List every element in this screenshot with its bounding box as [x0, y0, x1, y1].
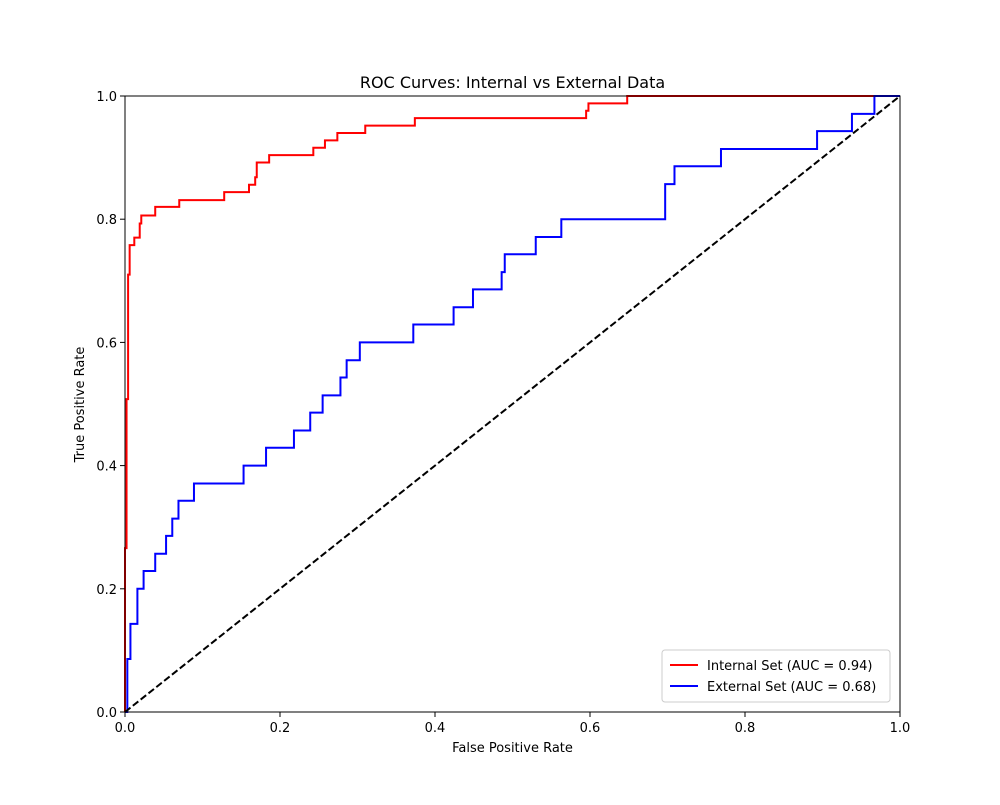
x-tick-label: 0.6 [580, 721, 601, 736]
x-axis-label: False Positive Rate [452, 741, 573, 756]
x-tick-label: 0.8 [735, 721, 756, 736]
series-line-external [125, 95, 900, 713]
chance-diagonal-line [124, 95, 901, 713]
chart-title: ROC Curves: Internal vs External Data [360, 73, 665, 92]
y-tick-label: 0.4 [96, 460, 117, 475]
x-axis-ticks: 0.0 0.2 0.4 0.6 0.8 1.0 [115, 712, 911, 736]
series-group [124, 95, 901, 713]
series-line-internal [124, 95, 900, 712]
x-tick-label: 0.4 [425, 721, 446, 736]
x-tick-label: 0.2 [270, 721, 291, 736]
legend: Internal Set (AUC = 0.94) External Set (A… [661, 649, 891, 703]
y-tick-label: 0.0 [96, 706, 117, 721]
x-tick-label: 1.0 [890, 721, 911, 736]
y-tick-label: 0.6 [96, 336, 117, 351]
axes-frame [124, 95, 901, 713]
y-axis-ticks: 0.0 0.2 0.4 0.6 0.8 1.0 [96, 90, 125, 721]
legend-box [661, 649, 891, 703]
y-axis-label: True Positive Rate [73, 347, 88, 464]
y-tick-label: 0.8 [96, 213, 117, 228]
legend-label: External Set (AUC = 0.68) [707, 680, 876, 695]
x-tick-label: 0.0 [115, 721, 136, 736]
y-tick-label: 1.0 [96, 90, 117, 105]
y-tick-label: 0.2 [96, 583, 117, 598]
legend-label: Internal Set (AUC = 0.94) [707, 659, 872, 674]
plot-area [124, 95, 901, 713]
